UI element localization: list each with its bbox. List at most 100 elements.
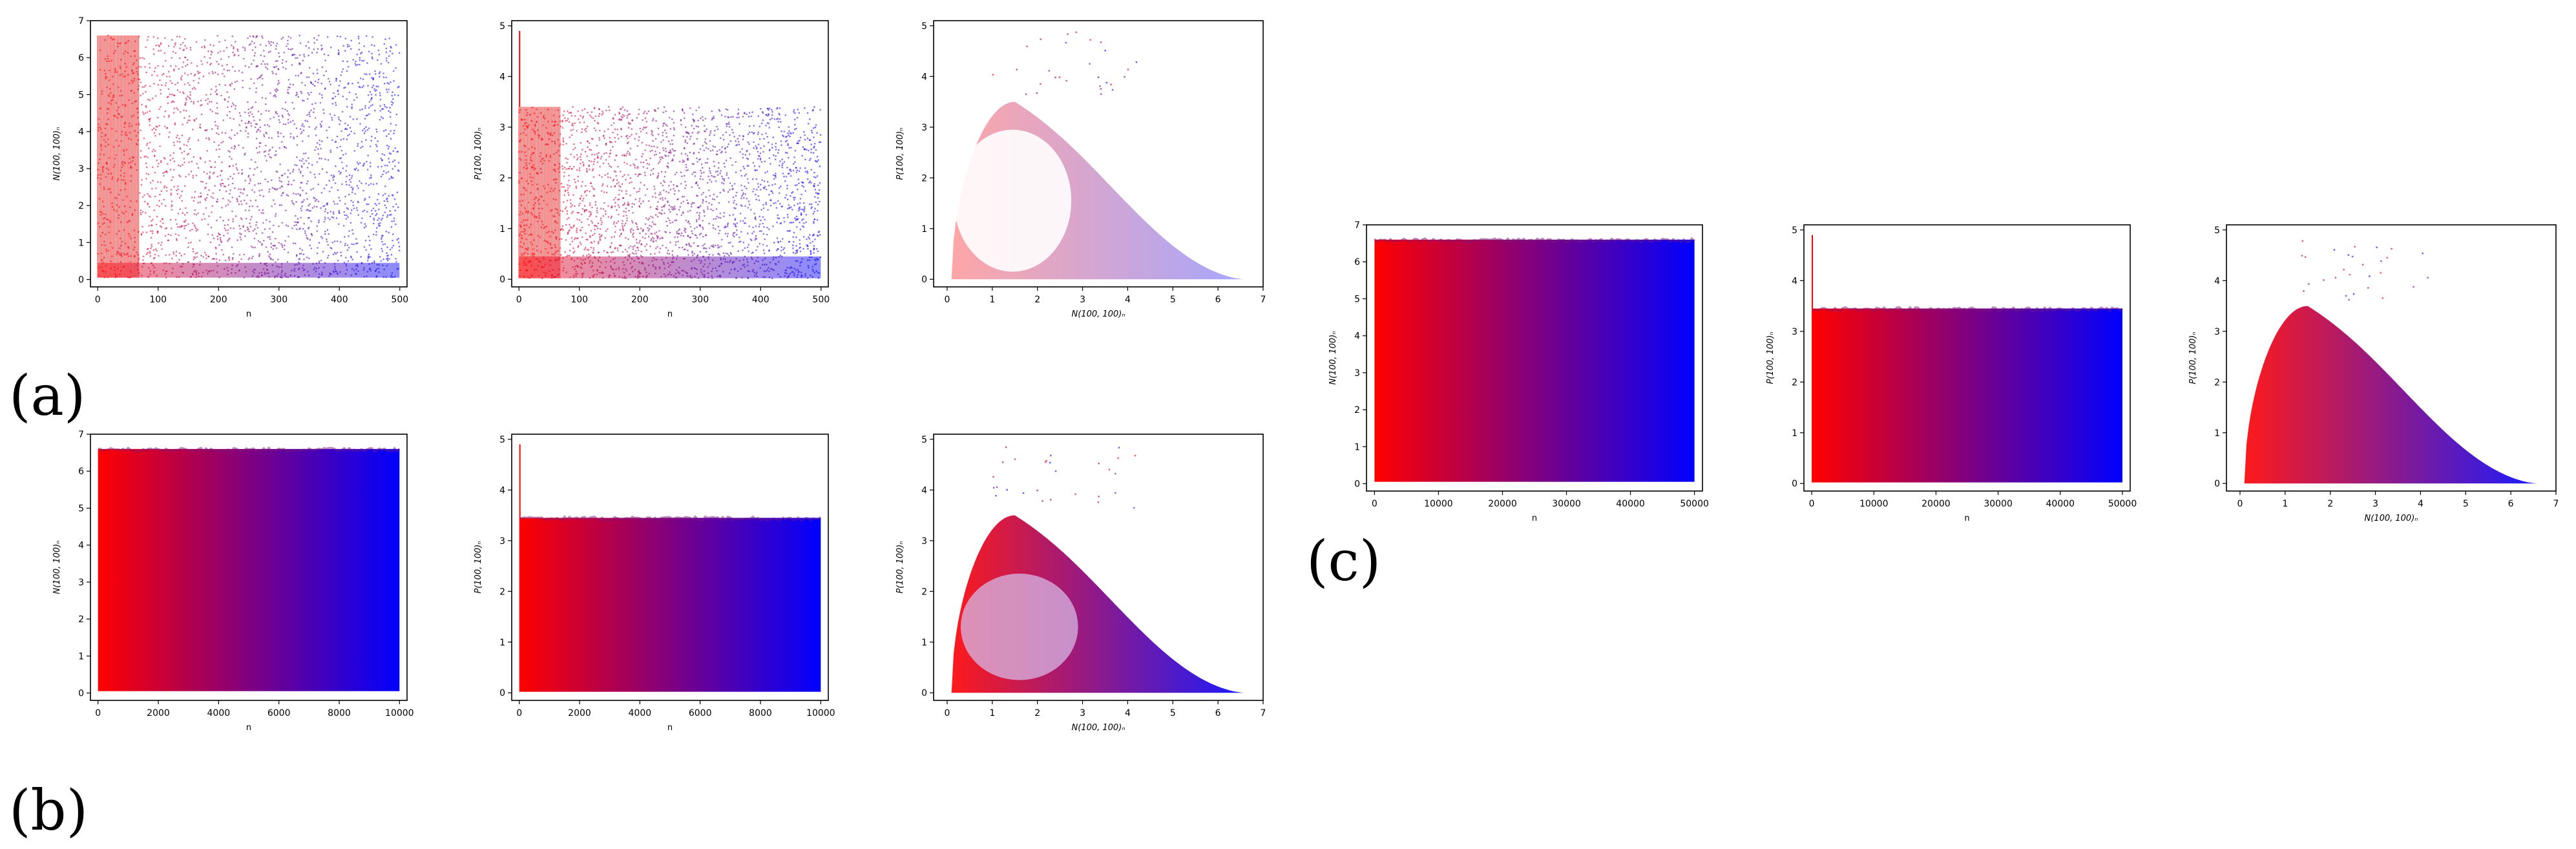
data-point (215, 258, 218, 260)
data-point (646, 163, 649, 165)
data-point (788, 207, 790, 209)
data-point (738, 241, 740, 243)
data-point (207, 224, 209, 225)
data-point (350, 255, 352, 258)
data-point (359, 86, 361, 89)
data-point (601, 234, 603, 236)
data-point (248, 205, 251, 207)
data-point (189, 148, 191, 150)
data-point (192, 251, 194, 253)
data-point (669, 242, 671, 244)
data-point (813, 136, 815, 138)
data-point (238, 112, 241, 114)
data-point (267, 51, 270, 54)
data-point (206, 173, 208, 175)
data-point (326, 229, 329, 231)
data-point (578, 219, 581, 221)
data-point (165, 254, 167, 257)
data-point (794, 196, 796, 199)
data-point (177, 109, 179, 110)
data-point (186, 121, 189, 124)
data-point (194, 191, 196, 193)
data-point (680, 171, 682, 174)
data-point (238, 70, 240, 72)
data-point (592, 168, 594, 170)
data-point (176, 36, 178, 37)
data-point (704, 162, 707, 164)
data-point (376, 131, 378, 133)
data-point (568, 194, 570, 196)
data-point (819, 141, 822, 143)
data-point (309, 81, 312, 83)
data-point (348, 230, 350, 232)
data-point (637, 249, 640, 251)
data-point (627, 137, 629, 140)
data-point (324, 216, 326, 218)
data-point (158, 125, 160, 127)
data-point (672, 206, 674, 208)
data-point (361, 217, 363, 220)
data-point (187, 82, 189, 84)
data-point (775, 202, 777, 204)
data-point (665, 110, 667, 112)
data-point (275, 48, 277, 50)
data-point (664, 204, 666, 206)
data-point (306, 120, 309, 122)
data-point (716, 215, 718, 218)
data-point (303, 258, 305, 260)
data-point (580, 153, 582, 155)
data-point (392, 244, 395, 247)
data-point (638, 136, 640, 138)
data-point (149, 120, 151, 122)
data-point (603, 130, 605, 132)
data-point (278, 52, 280, 54)
data-point (195, 227, 197, 230)
data-point (732, 132, 734, 134)
data-point (382, 170, 385, 173)
data-point (242, 79, 244, 82)
data-point (300, 160, 303, 162)
data-point (176, 193, 179, 195)
data-point (770, 190, 772, 193)
data-point (688, 242, 690, 245)
data-point (705, 147, 707, 149)
data-point (392, 102, 394, 104)
data-point (379, 92, 381, 94)
data-point (563, 194, 566, 196)
data-point (293, 193, 295, 194)
data-point (748, 131, 751, 133)
data-point (593, 224, 596, 227)
data-point (313, 41, 316, 44)
data-point (247, 258, 250, 260)
data-point (786, 187, 788, 190)
data-point (382, 76, 385, 78)
data-point (313, 173, 316, 176)
data-point (738, 123, 740, 125)
data-point (712, 244, 715, 246)
data-point (801, 185, 803, 187)
data-point (650, 240, 652, 242)
data-point (328, 255, 330, 257)
data-point (652, 140, 654, 142)
data-point (637, 228, 640, 230)
data-point (251, 113, 253, 115)
data-point (651, 238, 653, 240)
data-point (210, 165, 212, 168)
data-point (184, 221, 186, 223)
data-point (227, 229, 229, 231)
data-point (293, 224, 295, 227)
data-point (805, 221, 807, 224)
data-point (704, 215, 706, 217)
data-point (168, 136, 170, 138)
data-point (182, 41, 184, 44)
data-point (172, 100, 174, 103)
data-point (631, 181, 633, 183)
data-point (143, 194, 145, 196)
data-point (344, 37, 347, 39)
data-point (192, 174, 194, 177)
data-point (278, 115, 280, 118)
data-point (361, 86, 363, 89)
data-point (149, 251, 151, 253)
data-point (812, 152, 815, 154)
data-point (753, 141, 755, 143)
